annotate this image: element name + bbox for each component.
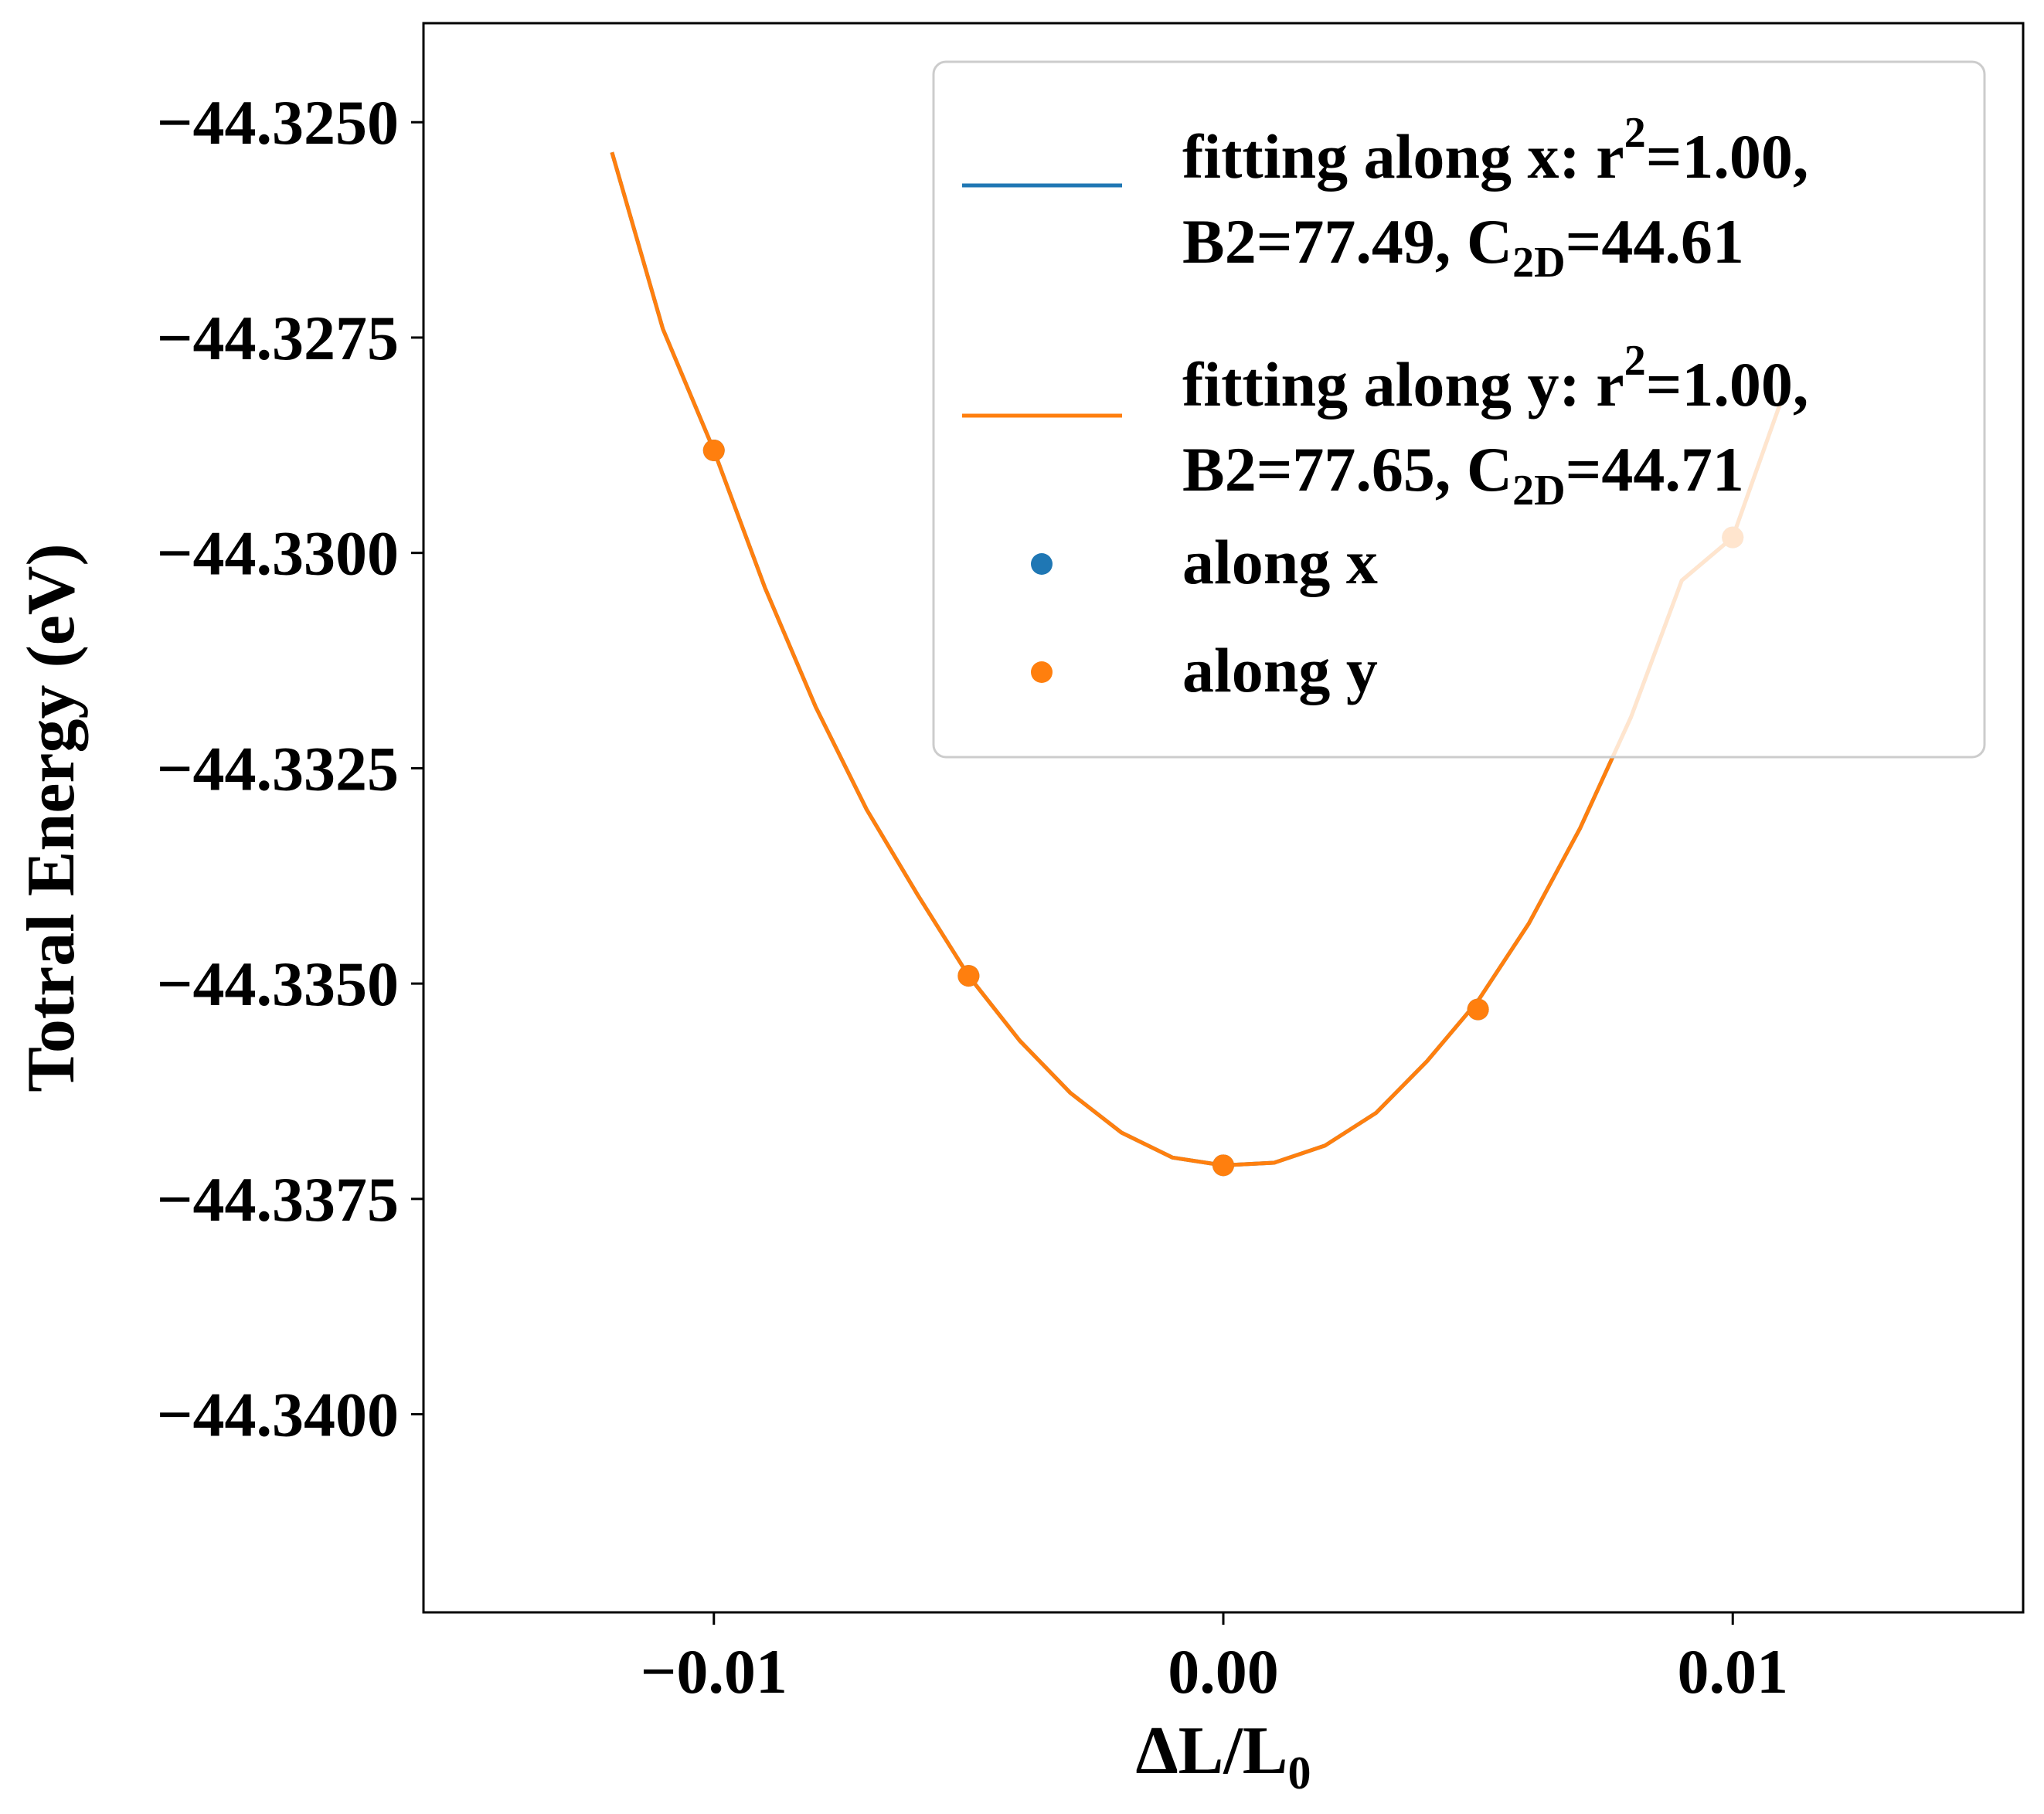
y-axis-label: Totral Energy (eV) — [14, 543, 89, 1092]
legend-label-fit-y-line2: B2=77.65, C2D=44.71 — [1182, 434, 1744, 515]
legend-subscript: 2D — [1512, 239, 1565, 287]
legend: fitting along x: r2=1.00,B2=77.49, C2D=4… — [932, 60, 1986, 759]
legend-text-part: B2=77.65, C — [1182, 434, 1512, 504]
legend-handle-along-y — [1031, 661, 1053, 683]
legend-text-part: fitting along x: r — [1182, 121, 1624, 192]
x-tick-label: 0.01 — [1677, 1636, 1788, 1707]
legend-text-part: =1.00, — [1646, 121, 1809, 192]
data-point-along-y — [957, 965, 980, 987]
data-point-along-y — [1467, 998, 1489, 1021]
legend-subscript: 2D — [1512, 467, 1565, 515]
legend-text-part: fitting along y: r — [1182, 349, 1624, 420]
axes-layer: −0.01 0.00 0.01 −44.3250 −44.3275 −44.3300 −44… — [14, 22, 2025, 1799]
legend-superscript: 2 — [1624, 109, 1646, 157]
y-tick-label: −44.3300 — [157, 518, 399, 589]
x-tick-label: −0.01 — [641, 1636, 787, 1707]
data-point-along-y — [1212, 1154, 1234, 1177]
legend-superscript: 2 — [1624, 337, 1646, 385]
legend-box — [932, 60, 1986, 759]
data-point-along-y — [702, 439, 725, 461]
y-tick-label: −44.3275 — [157, 303, 399, 373]
x-axis-label: ΔL/L0 — [1135, 1714, 1311, 1799]
y-tick-label: −44.3325 — [157, 733, 399, 803]
y-tick-label: −44.3375 — [157, 1164, 399, 1235]
x-tick-label: 0.00 — [1168, 1636, 1279, 1707]
legend-label-fit-x-line2: B2=77.49, C2D=44.61 — [1182, 206, 1744, 287]
legend-handle-along-x — [1031, 553, 1053, 575]
legend-label-fit-x-line1: fitting along x: r2=1.00, — [1182, 109, 1808, 192]
legend-text-part: =44.71 — [1566, 434, 1744, 504]
y-tick-label: −44.3250 — [157, 87, 399, 158]
legend-label-along-y: along y — [1182, 635, 1378, 705]
y-tick-label: −44.3400 — [157, 1380, 399, 1450]
x-axis-label-main: ΔL/L — [1135, 1714, 1287, 1789]
legend-label-fit-y-line1: fitting along y: r2=1.00, — [1182, 337, 1808, 420]
legend-text-part: =1.00, — [1646, 349, 1809, 420]
x-axis-label-subscript: 0 — [1288, 1748, 1311, 1799]
legend-label-along-x: along x — [1182, 527, 1378, 597]
y-tick-label: −44.3350 — [157, 949, 399, 1019]
series-line-fit-y — [610, 151, 1786, 1167]
legend-text-part: =44.61 — [1566, 206, 1744, 277]
legend-text-part: B2=77.49, C — [1182, 206, 1512, 277]
